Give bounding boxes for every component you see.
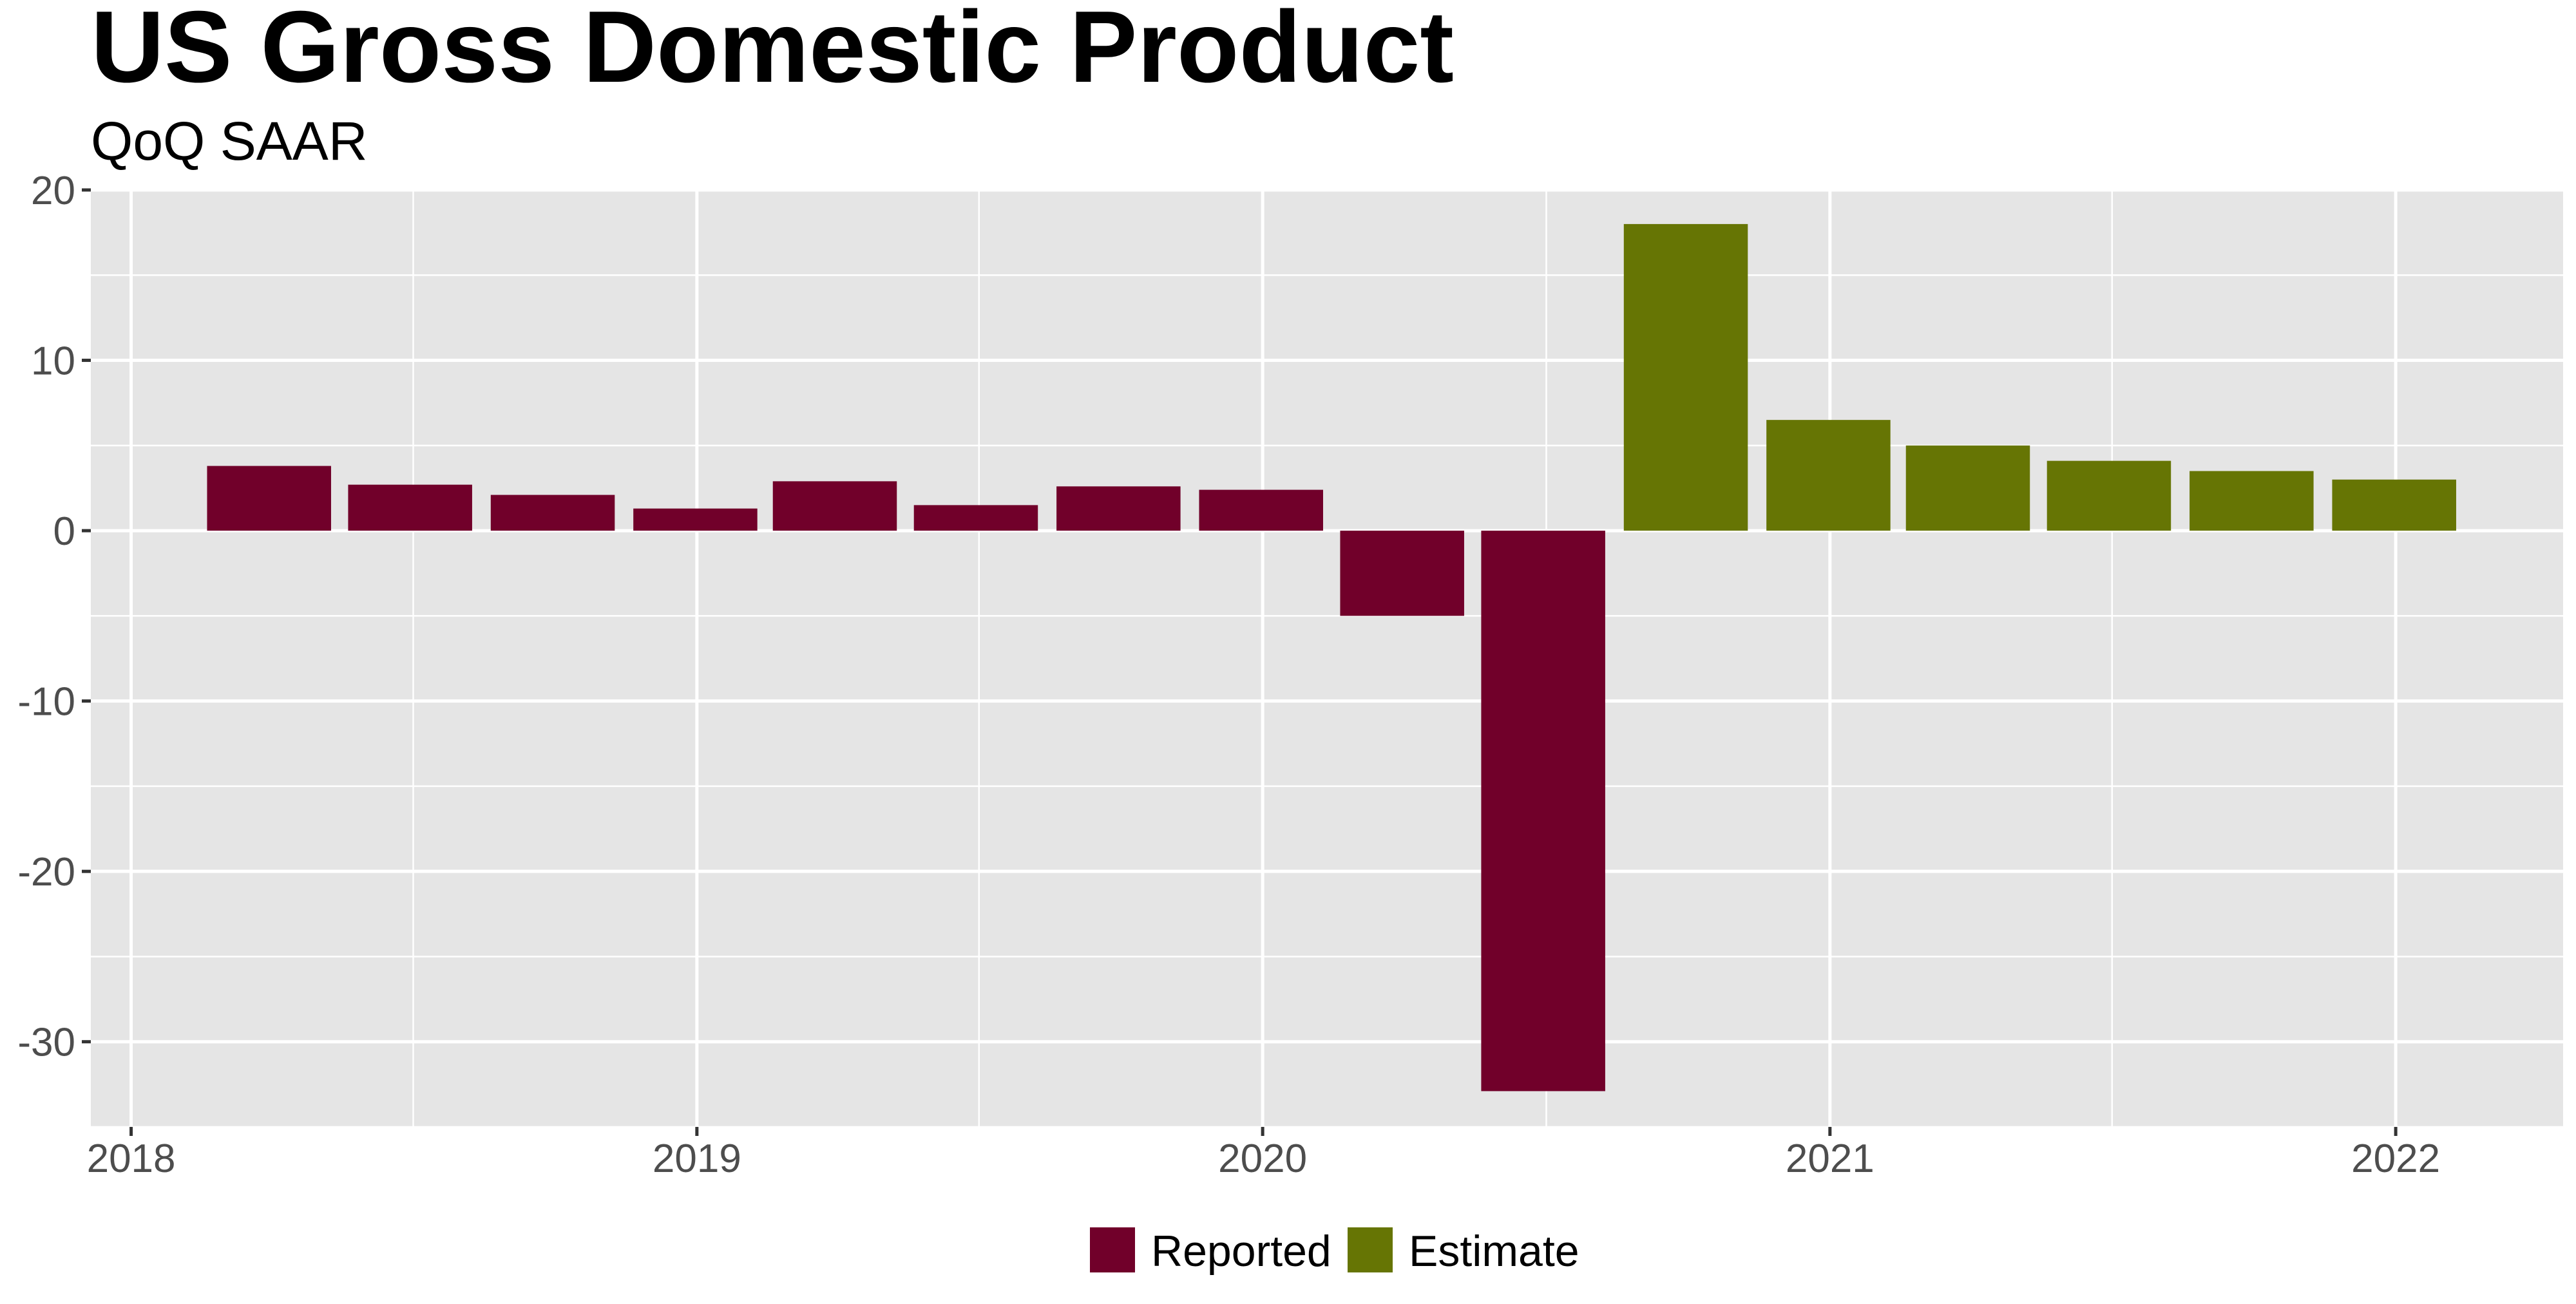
x-tick-label: 2022 (2351, 1137, 2440, 1181)
bar-reported (633, 508, 758, 531)
y-tick-label: 20 (31, 169, 75, 213)
x-tick-label: 2018 (87, 1137, 176, 1181)
bars (207, 223, 2456, 1091)
x-axis: 2018 2019 2020 2021 2022 (87, 1127, 2440, 1181)
y-tick-label: 10 (31, 339, 75, 384)
legend-label-reported: Reported (1151, 1227, 1331, 1276)
bar-reported (913, 505, 1038, 531)
bar-reported (1199, 489, 1323, 531)
y-axis: -30 -20 -10 0 10 20 (17, 169, 91, 1065)
bar-reported (1056, 486, 1181, 531)
bar-reported (1481, 531, 1605, 1091)
x-tick-label: 2021 (1786, 1137, 1875, 1181)
legend-key-estimate (1348, 1227, 1393, 1272)
y-tick-label: -30 (17, 1021, 75, 1065)
legend-key-reported (1090, 1227, 1135, 1272)
plot-panel (91, 190, 2563, 1127)
bar-estimate (1623, 223, 1748, 531)
bar-estimate (1905, 445, 2030, 531)
bar-reported (490, 495, 615, 531)
y-tick-label: -20 (17, 850, 75, 894)
legend: Reported Estimate (1090, 1227, 1579, 1276)
bar-reported (207, 466, 331, 531)
x-tick-label: 2020 (1218, 1137, 1307, 1181)
y-tick-label: -10 (17, 680, 75, 724)
bar-estimate (2046, 460, 2171, 531)
bar-reported (1340, 531, 1464, 616)
x-tick-label: 2019 (653, 1137, 741, 1181)
bar-estimate (2190, 471, 2314, 531)
legend-label-estimate: Estimate (1409, 1227, 1579, 1276)
bar-estimate (2332, 479, 2456, 531)
bar-reported (348, 484, 472, 531)
bar-estimate (1766, 420, 1891, 531)
bar-reported (772, 481, 897, 531)
y-tick-label: 0 (53, 509, 75, 554)
chart-title: US Gross Domestic Product (91, 0, 1454, 104)
minor-gridlines (91, 190, 2563, 1128)
chart-subtitle: QoQ SAAR (91, 111, 367, 171)
